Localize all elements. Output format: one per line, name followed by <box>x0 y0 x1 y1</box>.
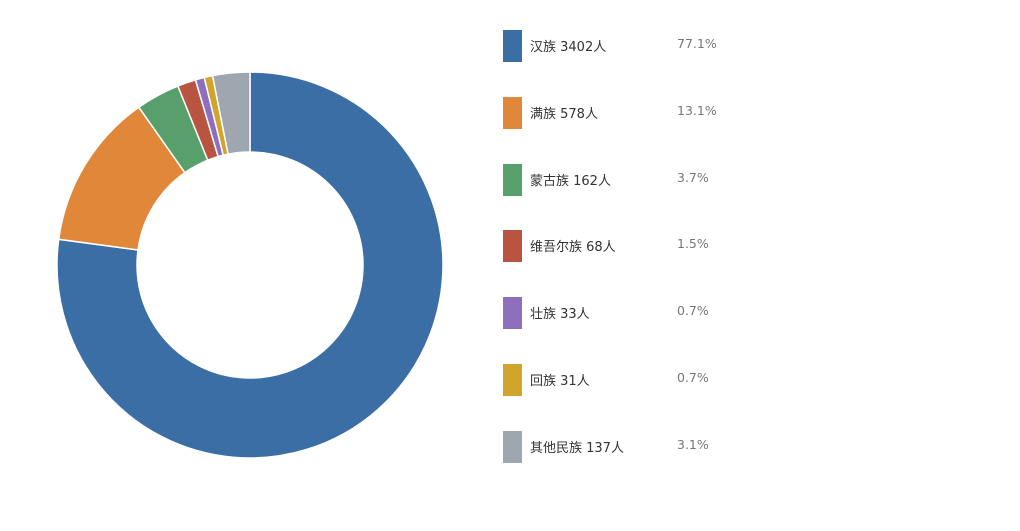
legend-item-3[interactable]: 蒙古族 162人 3.7% <box>503 163 803 196</box>
legend-percent: 13.1% <box>677 102 717 118</box>
legend-percent: 0.7% <box>677 303 709 319</box>
legend-label: 汉族 3402人 <box>530 40 607 55</box>
legend-percent: 3.7% <box>677 169 709 185</box>
legend-percent: 0.7% <box>677 370 709 385</box>
legend-swatch <box>503 297 522 330</box>
legend-label: 壮族 33人 <box>530 307 590 323</box>
legend-percent: 1.5% <box>677 236 709 252</box>
legend-label: 回族 31人 <box>530 374 590 389</box>
legend-percent: 77.1% <box>677 36 717 51</box>
legend-item-1[interactable]: 汉族 3402人 77.1% <box>503 30 803 62</box>
legend-swatch <box>503 30 522 62</box>
legend-swatch <box>503 430 522 463</box>
legend-item-7[interactable]: 其他民族 137人 3.1% <box>503 430 803 463</box>
legend-label: 维吾尔族 68人 <box>530 240 616 256</box>
legend-percent: 3.1% <box>677 436 709 452</box>
legend-label: 满族 578人 <box>530 106 598 122</box>
legend-swatch <box>503 163 522 196</box>
legend-swatch <box>503 364 522 396</box>
legend-item-4[interactable]: 维吾尔族 68人 1.5% <box>503 230 803 263</box>
legend-item-2[interactable]: 满族 578人 13.1% <box>503 96 803 129</box>
slice-1[interactable] <box>56 71 444 459</box>
legend-label: 其他民族 137人 <box>530 440 624 456</box>
legend-item-6[interactable]: 回族 31人 0.7% <box>503 364 803 396</box>
legend-item-5[interactable]: 壮族 33人 0.7% <box>503 297 803 330</box>
legend-swatch <box>503 230 522 263</box>
legend-label: 蒙古族 162人 <box>530 173 611 189</box>
legend-swatch <box>503 96 522 129</box>
slice-7[interactable] <box>211 71 251 156</box>
